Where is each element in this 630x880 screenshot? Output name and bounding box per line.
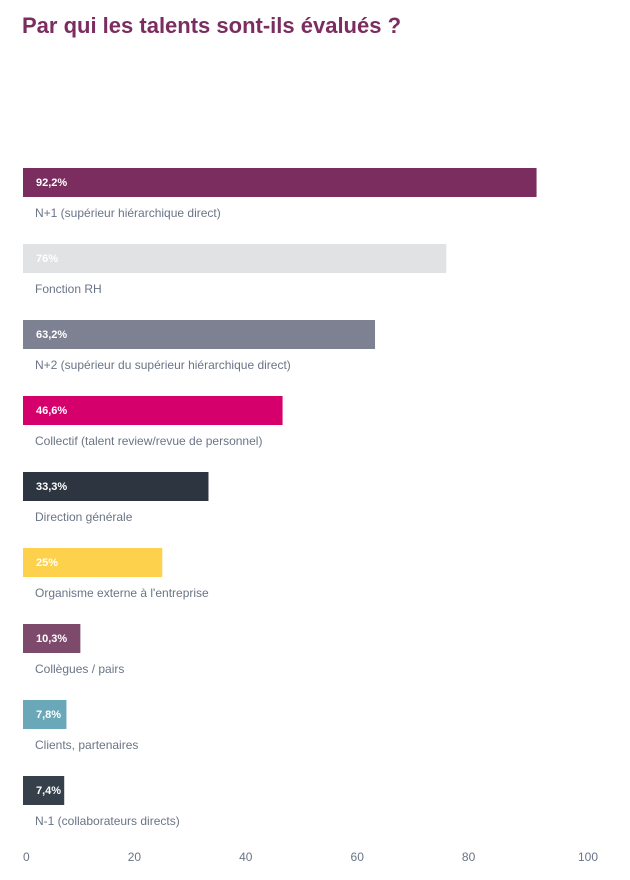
bar-value-label: 7,8% — [36, 709, 61, 721]
category-label: N-1 (collaborateurs directs) — [35, 814, 180, 828]
bar — [23, 168, 537, 197]
chart-title: Par qui les talents sont-ils évalués ? — [22, 13, 402, 38]
bar-value-label: 63,2% — [36, 329, 67, 341]
category-label: Fonction RH — [35, 282, 102, 296]
bar — [23, 320, 376, 349]
bar — [23, 396, 283, 425]
bar-value-label: 7,4% — [36, 785, 61, 797]
bar — [23, 700, 67, 729]
bar — [23, 548, 163, 577]
category-label: Direction générale — [35, 510, 133, 524]
x-tick-label: 100 — [578, 850, 598, 864]
category-label: Clients, partenaires — [35, 738, 138, 752]
bar-value-label: 46,6% — [36, 405, 67, 417]
bar-value-label: 25% — [36, 557, 58, 569]
x-tick-label: 40 — [239, 850, 253, 864]
category-label: Collègues / pairs — [35, 662, 124, 676]
bar — [23, 244, 447, 273]
category-label: N+1 (supérieur hiérarchique direct) — [35, 206, 221, 220]
bar — [23, 624, 81, 653]
x-tick-label: 80 — [462, 850, 476, 864]
x-tick-label: 60 — [351, 850, 365, 864]
bar — [23, 472, 209, 501]
category-label: Collectif (talent review/revue de person… — [35, 434, 262, 448]
category-label: N+2 (supérieur du supérieur hiérarchique… — [35, 358, 291, 372]
bar-value-label: 33,3% — [36, 481, 67, 493]
bar-value-label: 92,2% — [36, 177, 67, 189]
x-tick-label: 0 — [23, 850, 30, 864]
bar-value-label: 76% — [36, 253, 58, 265]
category-label: Organisme externe à l'entreprise — [35, 586, 209, 600]
bar — [23, 776, 65, 805]
bar-value-label: 10,3% — [36, 633, 67, 645]
x-tick-label: 20 — [128, 850, 142, 864]
